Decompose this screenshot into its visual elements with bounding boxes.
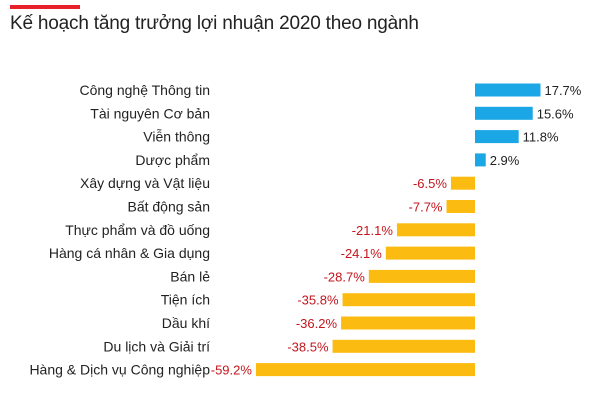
bar-7	[385, 246, 475, 260]
value-label: -38.5%	[287, 339, 329, 354]
value-label: -21.1%	[352, 223, 394, 238]
value-label: -28.7%	[324, 269, 366, 284]
category-label: Bất động sản	[127, 199, 210, 215]
category-label: Dược phẩm	[135, 152, 210, 168]
value-label: -7.7%	[409, 200, 443, 215]
bar-3	[475, 153, 486, 167]
bar-9	[342, 293, 475, 307]
category-label: Bán lẻ	[170, 268, 210, 284]
bar-10	[341, 316, 475, 330]
category-label: Tài nguyên Cơ bản	[90, 105, 210, 121]
value-label: 17.7%	[544, 83, 581, 98]
bar-6	[396, 223, 475, 237]
bar-8	[368, 269, 475, 283]
bar-12	[255, 363, 475, 377]
category-label: Hàng & Dịch vụ Công nghiệp	[29, 362, 210, 378]
value-label: 11.8%	[523, 130, 559, 145]
bar-0	[475, 83, 541, 97]
bar-5	[446, 200, 475, 213]
category-label: Công nghệ Thông tin	[79, 82, 210, 98]
value-label: -35.8%	[297, 293, 339, 308]
category-label: Xây dựng và Vật liệu	[80, 175, 210, 191]
value-label: -24.1%	[341, 246, 383, 261]
chart-title: Kế hoạch tăng trưởng lợi nhuận 2020 theo…	[10, 13, 419, 34]
category-label: Dầu khí	[162, 315, 210, 331]
value-label: -36.2%	[296, 316, 338, 331]
category-label: Tiện ích	[161, 292, 210, 308]
category-label: Du lịch và Giải trí	[103, 338, 210, 354]
bar-2	[475, 130, 519, 144]
bar-11	[332, 339, 475, 353]
value-label: 15.6%	[537, 106, 574, 121]
bar-4	[450, 176, 475, 190]
title-accent-bar	[10, 5, 80, 9]
value-label: 2.9%	[490, 153, 520, 168]
category-label: Hàng cá nhân & Gia dụng	[49, 245, 210, 261]
category-label: Viễn thông	[143, 129, 210, 145]
value-label: -6.5%	[413, 176, 447, 191]
bar-1	[475, 106, 533, 120]
category-label: Thực phẩm và đồ uống	[65, 222, 210, 238]
value-label: -59.2%	[211, 363, 253, 378]
